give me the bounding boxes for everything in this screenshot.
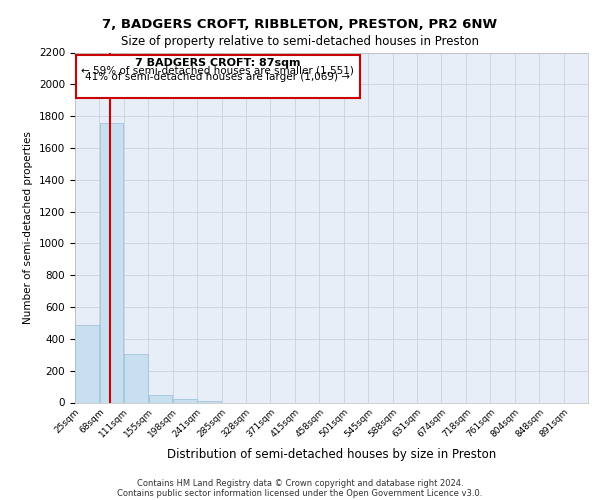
Text: ← 59% of semi-detached houses are smaller (1,551): ← 59% of semi-detached houses are smalle… (82, 66, 354, 76)
Text: Size of property relative to semi-detached houses in Preston: Size of property relative to semi-detach… (121, 35, 479, 48)
Bar (197, 401, 221, 402)
Text: 7 BADGERS CROFT: 87sqm: 7 BADGERS CROFT: 87sqm (135, 58, 301, 68)
Text: Contains public sector information licensed under the Open Government Licence v3: Contains public sector information licen… (118, 488, 482, 498)
Bar (149, 396, 172, 402)
Bar (124, 354, 148, 403)
Text: 7, BADGERS CROFT, RIBBLETON, PRESTON, PR2 6NW: 7, BADGERS CROFT, RIBBLETON, PRESTON, PR… (103, 18, 497, 30)
Bar (75, 324, 99, 402)
Text: 41% of semi-detached houses are larger (1,069) →: 41% of semi-detached houses are larger (… (85, 72, 350, 83)
Bar (173, 398, 197, 402)
Text: Contains HM Land Registry data © Crown copyright and database right 2024.: Contains HM Land Registry data © Crown c… (137, 478, 463, 488)
Bar (100, 122, 123, 402)
Y-axis label: Number of semi-detached properties: Number of semi-detached properties (23, 131, 34, 324)
X-axis label: Distribution of semi-detached houses by size in Preston: Distribution of semi-detached houses by … (167, 448, 496, 461)
FancyBboxPatch shape (76, 55, 360, 98)
